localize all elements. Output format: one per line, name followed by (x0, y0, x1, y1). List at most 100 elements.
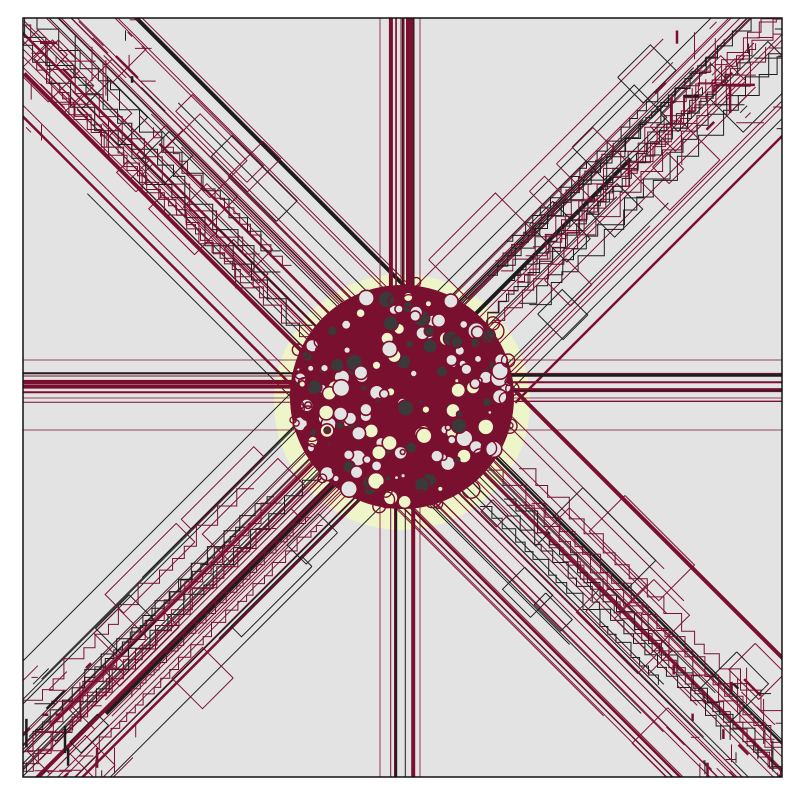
diagonal-band-line (23, 413, 343, 735)
diagonal-box (171, 646, 234, 710)
core-edge-cell (416, 488, 425, 498)
diagonal-band-line (418, 486, 664, 733)
core-cell (342, 448, 355, 461)
diagonal-box (728, 643, 782, 701)
diagonal-box (529, 175, 567, 214)
stair-trace (23, 488, 254, 721)
core-cell (399, 448, 406, 456)
diagonal-box (86, 58, 184, 155)
corner-segment (138, 115, 162, 138)
core-cell (332, 406, 349, 422)
diagonal-band-line (76, 18, 403, 344)
core-cell (317, 404, 335, 421)
diagonal-band-line (403, 18, 733, 346)
diagonal-box (136, 124, 239, 226)
diagonal-band-line (434, 468, 615, 649)
canvas-frame (22, 17, 783, 778)
stair-trace (525, 18, 777, 257)
diagonal-box (501, 566, 554, 619)
diagonal-box (533, 592, 574, 632)
stair-trace (23, 551, 251, 765)
core-cell (455, 410, 464, 419)
stair-trace (506, 515, 731, 740)
diagonal-box (93, 607, 149, 664)
diagonal-band-line (72, 91, 355, 374)
diagonal-band-line (60, 18, 369, 326)
diagonal-band-line (74, 451, 401, 777)
diagonal-band-line (418, 446, 750, 777)
corner-segment (732, 86, 756, 110)
diagonal-band-line (57, 455, 380, 777)
core-cell (363, 422, 380, 439)
diagonal-band-line (63, 466, 375, 777)
core-cell (351, 425, 367, 441)
diagonal-band-line (421, 67, 695, 340)
diagonal-box (223, 238, 269, 284)
core-cell (371, 360, 382, 371)
diagonal-box (588, 495, 696, 602)
core-cell (396, 399, 415, 418)
core-cell (366, 471, 386, 491)
corner-segment (85, 662, 92, 669)
stair-trace (509, 87, 703, 281)
stair-trace (98, 525, 323, 749)
core-cell (469, 336, 482, 349)
diagonal-box (201, 457, 306, 563)
core-cell (453, 377, 460, 384)
diagonal-box (182, 182, 274, 274)
corner-segment (66, 49, 77, 60)
core-cell (473, 354, 483, 364)
core-cell (446, 434, 457, 445)
stair-trace (471, 51, 750, 330)
core-cell (370, 444, 387, 461)
diagonal-band-line (23, 24, 371, 371)
core-cell (378, 388, 390, 400)
diagonal-box (556, 126, 632, 203)
core-cell (394, 304, 404, 314)
diagonal-band-line (23, 394, 332, 705)
core-cell (326, 440, 333, 447)
stair-trace (504, 498, 782, 768)
diagonal-band-line (23, 413, 360, 751)
core-cell (409, 369, 419, 378)
core-cell (384, 474, 393, 483)
core-cell (370, 459, 383, 472)
diagonal-band-line (23, 114, 329, 423)
diagonal-box (45, 18, 147, 84)
diagonal-box (104, 522, 196, 614)
core-cell (340, 319, 352, 331)
corner-segment (666, 726, 685, 746)
diagonal-band-line (23, 72, 327, 376)
corner-segment (23, 665, 39, 682)
diagonal-band-line (485, 361, 782, 661)
core-cell (442, 293, 459, 310)
diagonal-band-line (379, 38, 664, 323)
core-edge-cell (498, 391, 513, 406)
diagonal-box (35, 39, 133, 137)
core-edge-cell (501, 418, 518, 435)
core-cell (469, 377, 481, 390)
diagonal-band-line (23, 40, 354, 372)
core-cell (332, 378, 351, 398)
core-cell (355, 307, 366, 319)
core-cell (359, 402, 373, 417)
diagonal-band-line (418, 422, 775, 777)
diagonal-band-line (426, 423, 781, 777)
diagonal-box (571, 84, 668, 181)
corner-segment (103, 55, 127, 79)
diagonal-band-line (104, 460, 360, 716)
diagonal-box (63, 93, 150, 180)
core-cell (409, 310, 422, 323)
stair-trace (519, 53, 782, 304)
core-cell (413, 476, 431, 494)
diagonal-band-line (34, 455, 360, 777)
diagonal-band-line (70, 18, 388, 335)
stair-trace (153, 127, 292, 266)
core-cell (449, 334, 464, 349)
diagonal-band-line (23, 104, 335, 417)
diagonal-band-line (105, 445, 361, 701)
diagonal-box (103, 610, 180, 687)
diagonal-box (140, 130, 194, 184)
